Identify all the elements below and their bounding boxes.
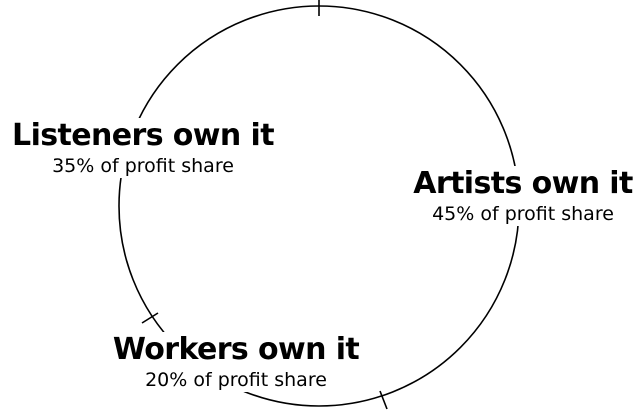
segment-subtitle-listeners: 35% of profit share: [52, 155, 234, 177]
segment-title-listeners: Listeners own it: [12, 118, 275, 153]
segment-label-listeners: Listeners own it 35% of profit share: [0, 118, 286, 178]
divider-tick-left: [141, 312, 159, 324]
segment-label-workers: Workers own it 20% of profit share: [100, 332, 372, 392]
segment-label-artists: Artists own it 45% of profit share: [403, 166, 640, 226]
segment-title-artists: Artists own it: [413, 166, 633, 201]
divider-tick-bottom: [379, 390, 388, 410]
segment-title-workers: Workers own it: [112, 332, 360, 367]
segment-subtitle-workers: 20% of profit share: [145, 369, 327, 391]
segment-subtitle-artists: 45% of profit share: [432, 203, 614, 225]
